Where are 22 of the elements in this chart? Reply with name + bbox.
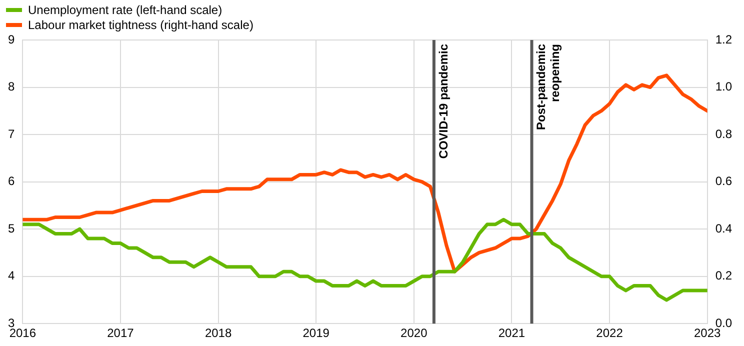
y2-tick-label: 1.2 — [715, 32, 732, 46]
y2-tick-label: 0.8 — [715, 126, 732, 141]
x-tick-label: 2017 — [107, 326, 134, 340]
y2-tick-label: 1.0 — [715, 80, 732, 94]
y-tick-label: 8 — [8, 80, 15, 94]
ref-line-label: COVID-19 pandemic — [436, 44, 450, 159]
ref-line-label: Post-pandemic reopening — [534, 44, 562, 130]
y2-tick-label: 0.6 — [715, 174, 732, 188]
y-tick-label: 6 — [8, 174, 15, 188]
x-tick-label: 2019 — [302, 326, 330, 340]
y-tick-label: 9 — [8, 32, 15, 46]
x-tick-label: 2021 — [498, 326, 526, 340]
x-tick-label: 2022 — [596, 326, 624, 340]
y-tick-label: 7 — [8, 126, 15, 141]
y2-tick-label: 0.4 — [715, 221, 732, 236]
y2-tick-label: 0.2 — [715, 268, 732, 283]
legend-label: Labour market tightness (right-hand scale) — [28, 18, 254, 32]
legend-label: Unemployment rate (left-hand scale) — [28, 2, 222, 16]
y-tick-label: 4 — [8, 268, 15, 283]
y-tick-label: 5 — [8, 221, 15, 236]
x-tick-label: 2020 — [400, 326, 428, 340]
x-tick-label: 2018 — [204, 326, 232, 340]
